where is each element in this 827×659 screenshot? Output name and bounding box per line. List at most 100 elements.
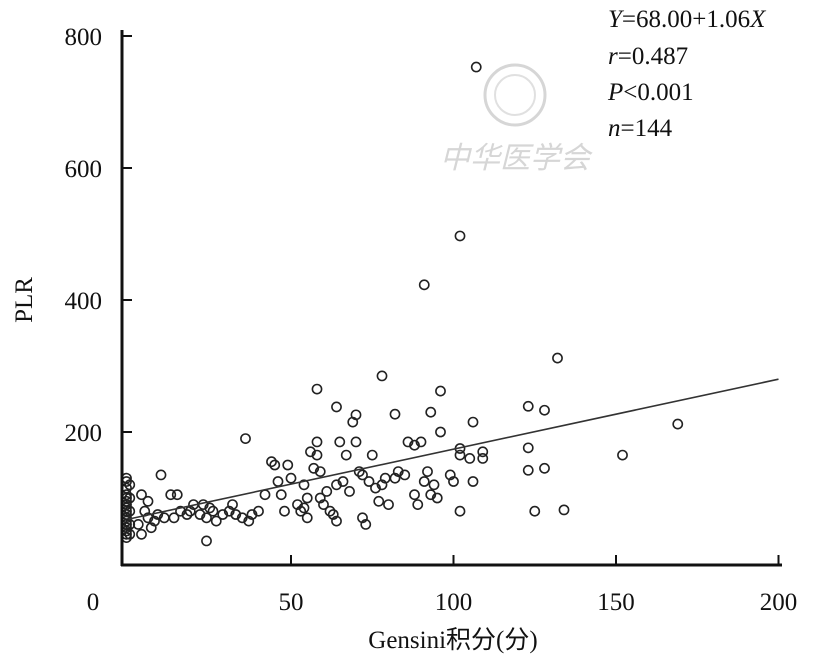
data-point: [124, 528, 136, 540]
data-point: [266, 456, 277, 468]
data-point: [425, 489, 437, 501]
data-point: [282, 459, 294, 471]
data-point: [422, 466, 433, 477]
data-point: [454, 505, 466, 517]
data-point: [311, 449, 323, 461]
data-point: [448, 476, 459, 487]
x-tick-label: 50: [279, 589, 304, 616]
data-point: [334, 436, 346, 448]
data-point: [136, 528, 147, 540]
data-point: [337, 476, 349, 487]
data-point: [308, 462, 320, 474]
data-point: [399, 469, 411, 481]
data-point: [464, 452, 476, 464]
data-point: [539, 462, 550, 474]
data-point: [201, 535, 212, 547]
data-point: [373, 495, 385, 507]
y-axis-label: PLR: [11, 277, 38, 323]
data-point: [360, 519, 372, 530]
x-ticks: 0 50 100 150 200: [87, 555, 798, 616]
data-point: [331, 401, 342, 413]
data-point: [227, 499, 238, 510]
stats-annotation: Y=68.00+1.06X r=0.487 P<0.001 n=144: [607, 6, 767, 142]
data-point: [350, 436, 362, 448]
data-point: [236, 512, 248, 524]
data-point: [253, 505, 264, 517]
n-symbol: n: [608, 115, 621, 142]
data-point: [477, 452, 489, 464]
data-point: [194, 509, 206, 520]
data-point: [298, 502, 310, 514]
data-point: [522, 400, 534, 412]
data-point: [246, 509, 258, 520]
data-point: [357, 512, 368, 524]
data-point: [522, 442, 534, 454]
y-tick-label: 800: [65, 24, 103, 51]
data-point: [142, 495, 154, 507]
data-point: [321, 485, 333, 497]
data-point: [243, 515, 255, 527]
data-point: [207, 505, 219, 517]
x-tick-label: 100: [435, 589, 473, 616]
data-point: [331, 479, 342, 491]
y-tick-label: 400: [65, 288, 103, 315]
data-point: [366, 449, 378, 461]
data-point: [132, 519, 144, 530]
data-point: [389, 472, 401, 484]
data-point: [340, 449, 352, 461]
data-point: [145, 522, 157, 534]
x-tick-label: 0: [87, 589, 100, 616]
data-point: [331, 515, 342, 527]
p-symbol: P: [607, 79, 623, 106]
watermark-seal-inner: [494, 74, 536, 116]
data-point: [363, 476, 375, 487]
data-point: [314, 492, 326, 504]
data-point: [425, 406, 437, 418]
data-point: [409, 489, 420, 501]
data-point: [389, 408, 401, 420]
x-tick-label: 200: [760, 589, 798, 616]
data-point: [272, 476, 284, 487]
data-point: [327, 509, 339, 520]
data-point: [204, 502, 216, 514]
data-point: [217, 509, 229, 520]
data-point: [314, 466, 326, 477]
data-point: [324, 505, 336, 517]
data-point: [311, 383, 323, 395]
data-point: [305, 446, 316, 458]
data-point: [402, 436, 414, 448]
data-point: [201, 512, 212, 524]
data-point: [435, 385, 446, 397]
data-point: [318, 499, 329, 510]
data-point: [259, 489, 271, 501]
data-point: [477, 446, 489, 458]
svg-text:n=144: n=144: [608, 115, 673, 142]
data-point: [181, 509, 193, 520]
data-point: [279, 505, 290, 517]
data-point: [285, 472, 297, 484]
data-point: [350, 409, 362, 421]
data-point: [301, 512, 313, 524]
data-point: [418, 476, 430, 487]
data-point: [230, 509, 242, 520]
data-point: [412, 499, 424, 510]
eq-x: X: [749, 6, 767, 33]
data-point: [522, 464, 534, 476]
data-point: [392, 466, 404, 477]
data-point: [298, 479, 310, 491]
data-point: [444, 469, 456, 481]
data-point: [269, 459, 281, 471]
data-point: [171, 489, 183, 501]
r-value: =0.487: [618, 43, 688, 70]
data-point: [142, 512, 154, 524]
data-point: [311, 436, 323, 448]
data-point: [292, 499, 303, 510]
data-point: [470, 61, 482, 73]
x-axis-label: Gensini积分(分): [368, 626, 537, 654]
p-value: <0.001: [623, 79, 693, 106]
y-tick-label: 600: [65, 156, 103, 183]
data-point: [295, 505, 307, 517]
data-point: [357, 469, 368, 481]
watermark: 中华医学会: [440, 63, 593, 176]
data-point: [617, 449, 628, 461]
